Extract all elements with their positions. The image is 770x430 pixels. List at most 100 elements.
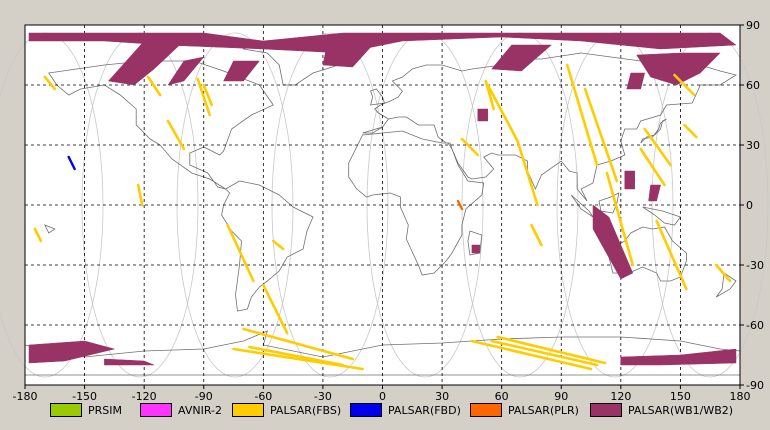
y-tick-label: 30: [746, 139, 760, 152]
wb-swath: [167, 56, 205, 86]
fbs-swath: [643, 127, 672, 167]
fbs-swath: [496, 335, 607, 365]
fbs-swath: [565, 63, 599, 167]
legend-label-plr: PALSAR(PLR): [508, 403, 579, 417]
x-tick-label: 30: [435, 390, 449, 400]
wb-swath: [624, 170, 635, 190]
legend-label-wb: PALSAR(WB1/WB2): [628, 403, 734, 417]
y-tick-label: 90: [746, 19, 760, 32]
wb-swath: [28, 340, 115, 364]
fbs-swath: [262, 283, 289, 335]
x-axis-ticks: -180 -150 -120 -90 -60 -30 0 30 60 90 120 150 180: [13, 385, 751, 400]
x-tick-label: -30: [314, 390, 332, 400]
fbs-swath: [242, 327, 355, 361]
coverage-map: -180 -150 -120 -90 -60 -30 0 30 60 90 120 150 180 90…: [0, 19, 769, 400]
legend-swatch-fbd: [350, 403, 382, 417]
coastline: [642, 206, 682, 226]
wb-swath: [223, 60, 260, 82]
legend-swatch-prism: [50, 403, 82, 417]
wb-swath: [104, 358, 155, 366]
wb-swath: [477, 108, 489, 122]
legend-swatch-wb: [590, 403, 622, 417]
palsar-fbd-swaths: [67, 155, 76, 171]
x-tick-label: -120: [132, 390, 157, 400]
fbs-swath: [490, 339, 599, 367]
fbs-swath: [146, 75, 162, 97]
fbs-swath: [202, 83, 213, 107]
x-tick-label: -150: [72, 390, 97, 400]
wb-swath: [648, 184, 661, 202]
fbs-swath: [460, 137, 480, 157]
legend-item-prism: PRSIM: [50, 401, 122, 419]
x-tick-label: 120: [610, 390, 631, 400]
legend-item-avnir2: AVNIR-2: [140, 401, 222, 419]
plr-swath: [456, 199, 464, 211]
wb-swath: [107, 40, 185, 86]
legend-item-fbd: PALSAR(FBD): [350, 401, 461, 419]
y-tick-label: 0: [746, 199, 753, 212]
fbs-swath: [605, 171, 635, 267]
y-tick-label: -90: [746, 379, 764, 392]
palsar-fbs-swaths: [33, 63, 732, 371]
y-tick-label: -30: [746, 259, 764, 272]
wb-swath: [322, 44, 374, 68]
fbs-swath: [196, 77, 212, 117]
coastline: [48, 60, 274, 190]
fbs-swath: [484, 79, 496, 111]
legend: PRSIM AVNIR-2 PALSAR(FBS) PALSAR(FBD) PA…: [0, 401, 770, 423]
fbs-swath: [673, 73, 696, 97]
fbs-swath: [683, 123, 698, 139]
palsar-wb-swaths: [28, 32, 737, 366]
wb-swath: [592, 204, 634, 280]
x-tick-label: 90: [554, 390, 568, 400]
fbd-swath: [67, 155, 76, 171]
wb-swath: [626, 72, 646, 90]
x-tick-label: -180: [13, 390, 38, 400]
coastline: [348, 130, 485, 276]
coastline: [370, 88, 386, 106]
x-tick-label: 180: [730, 390, 751, 400]
fbs-swath: [516, 139, 539, 207]
legend-label-fbd: PALSAR(FBD): [388, 403, 461, 417]
fbs-swath: [639, 147, 666, 187]
y-axis-ticks: 90 60 30 0 -30 -60 -90: [740, 19, 764, 392]
legend-label-prism: PRSIM: [88, 403, 122, 417]
fbs-swath: [583, 87, 619, 183]
wb-swath: [620, 348, 737, 366]
x-tick-label: 60: [495, 390, 509, 400]
x-tick-label: -60: [254, 390, 272, 400]
palsar-plr-swaths: [456, 199, 464, 211]
fbs-swath: [166, 119, 186, 151]
coastline: [715, 272, 737, 298]
y-tick-label: -60: [746, 319, 764, 332]
coastline: [467, 230, 483, 256]
coastline: [362, 52, 738, 202]
fbs-swath: [271, 239, 285, 251]
y-tick-label: 60: [746, 79, 760, 92]
wb-swath: [491, 44, 552, 72]
fbs-swath: [486, 83, 519, 143]
legend-swatch-avnir2: [140, 403, 172, 417]
fbs-swath: [470, 339, 593, 371]
fbs-swath: [655, 219, 688, 291]
fbs-swath: [33, 227, 43, 243]
fbs-swath: [530, 223, 543, 247]
legend-label-fbs: PALSAR(FBS): [270, 403, 342, 417]
legend-swatch-plr: [470, 403, 502, 417]
fbs-swath: [226, 223, 255, 283]
fbs-swath: [43, 75, 57, 91]
x-tick-label: 150: [670, 390, 691, 400]
legend-item-fbs: PALSAR(FBS): [232, 401, 341, 419]
fbs-swath: [136, 183, 144, 207]
fbs-swath: [248, 345, 345, 367]
x-tick-label: 0: [379, 390, 386, 400]
legend-label-avnir2: AVNIR-2: [178, 403, 222, 417]
wb-swath: [636, 52, 721, 86]
legend-item-wb: PALSAR(WB1/WB2): [590, 401, 733, 419]
wb-swath: [471, 244, 481, 254]
fbs-swath: [714, 263, 732, 283]
legend-item-plr: PALSAR(PLR): [470, 401, 579, 419]
legend-swatch-fbs: [232, 403, 264, 417]
coastline: [44, 224, 56, 234]
x-tick-label: -90: [195, 390, 213, 400]
